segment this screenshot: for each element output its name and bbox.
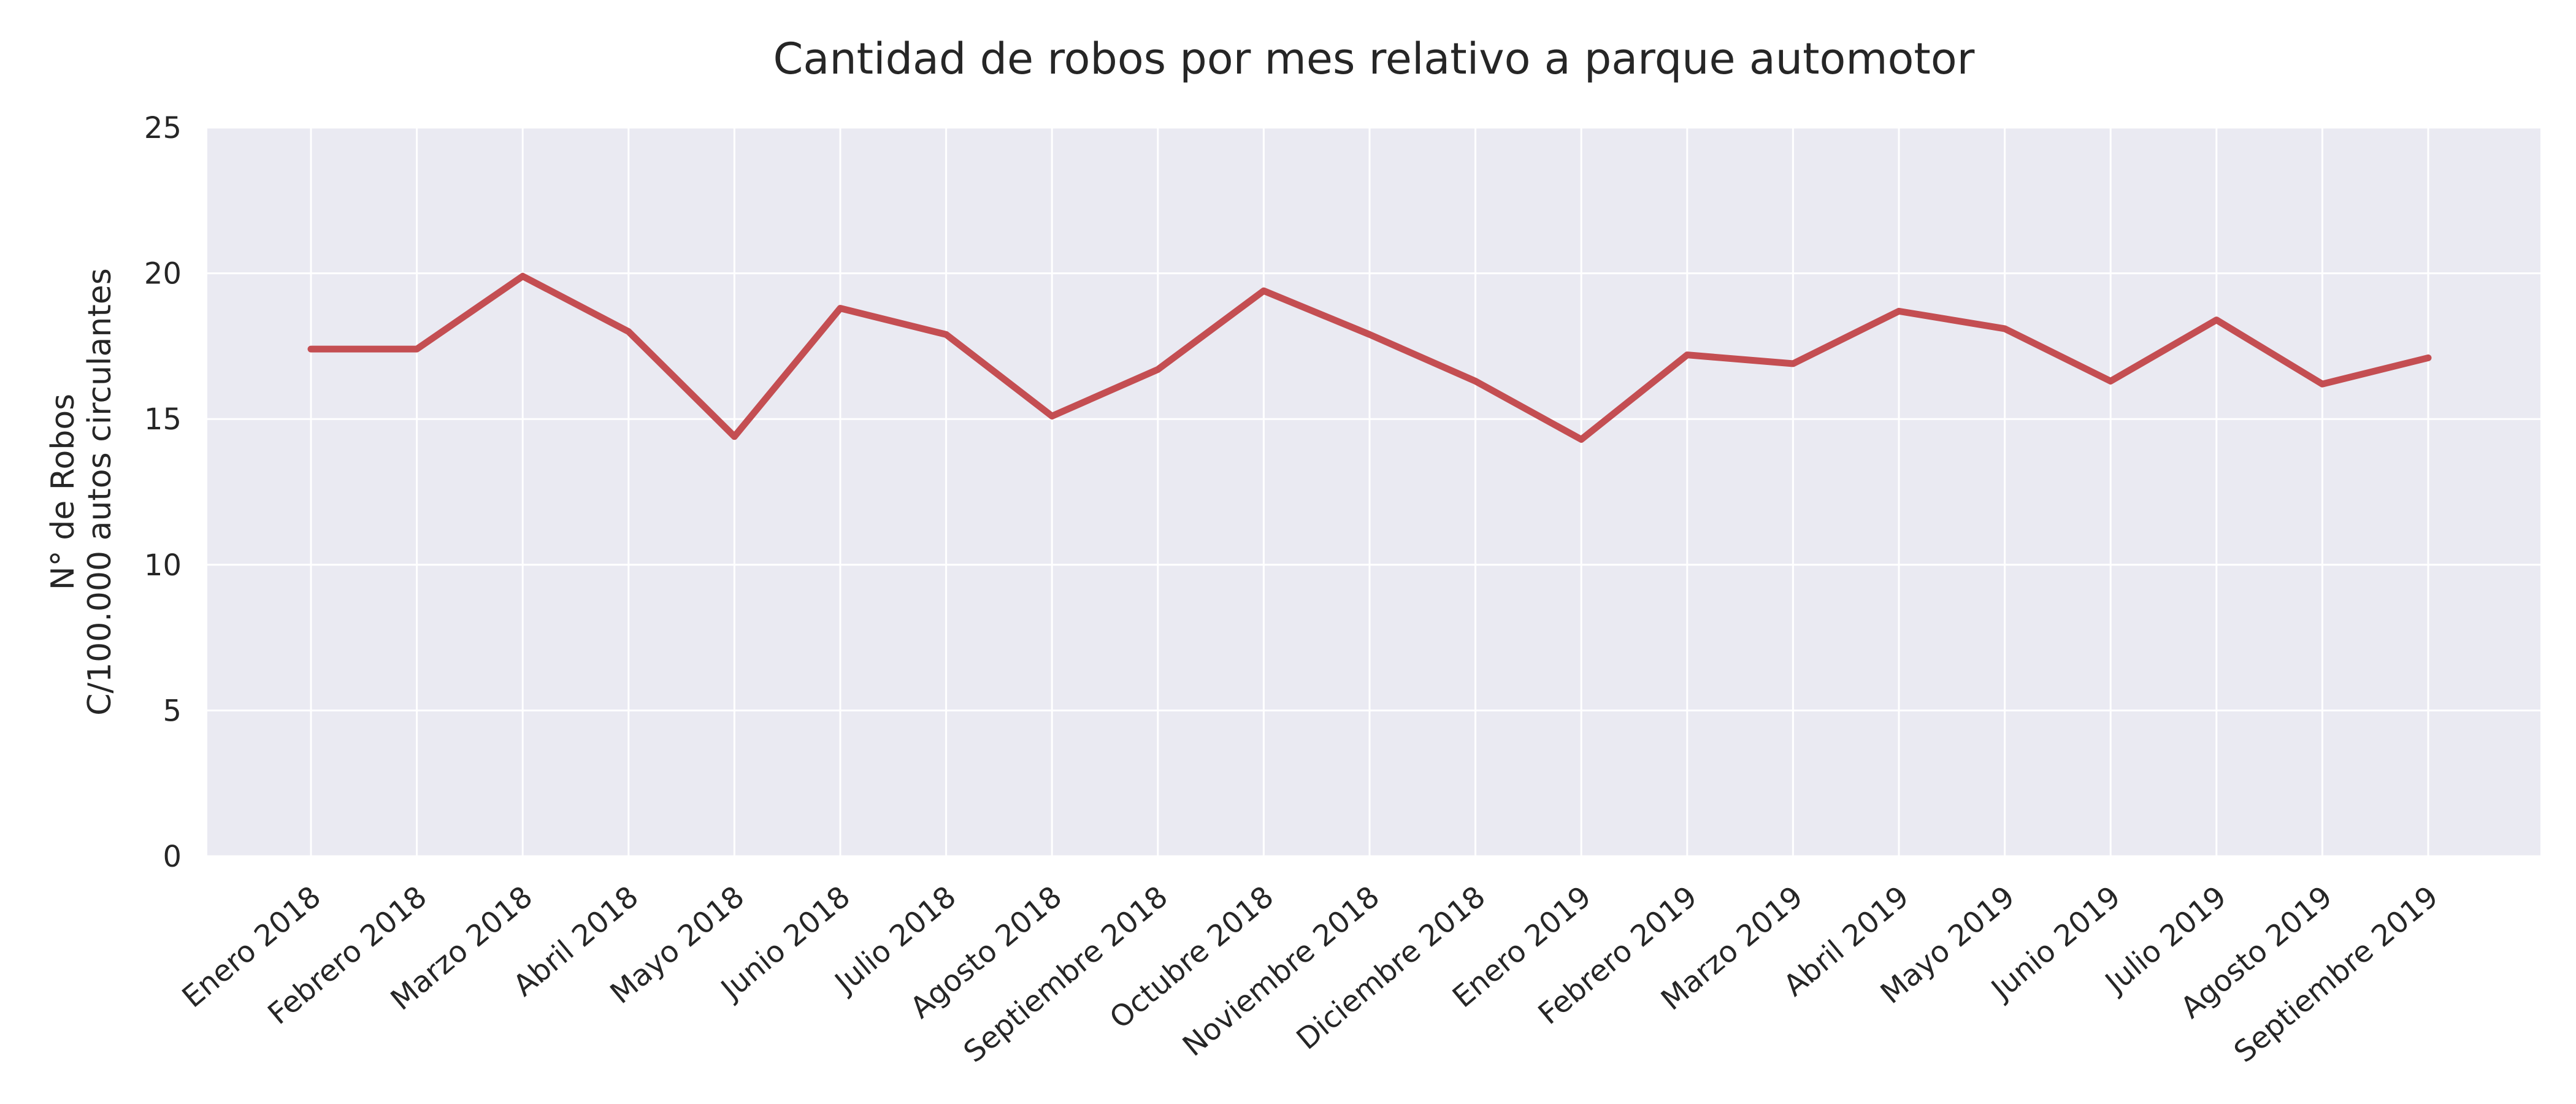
chart-title: Cantidad de robos por mes relativo a par… <box>773 34 1975 84</box>
y-axis-label-line-2: C/100.000 autos circulantes <box>82 268 118 716</box>
y-tick-label: 10 <box>144 548 182 583</box>
grid-lines <box>207 126 2540 857</box>
x-tick-label: Noviembre 2018 <box>1176 880 1386 1064</box>
y-tick-labels: 0 5 10 15 20 25 <box>144 111 182 874</box>
y-tick-label: 5 <box>163 694 182 728</box>
y-tick-label: 0 <box>163 840 182 874</box>
y-tick-label: 25 <box>144 111 182 145</box>
y-axis-label: N° de Robos C/100.000 autos circulantes <box>45 268 118 716</box>
plot-background <box>207 128 2540 856</box>
series-line <box>307 272 2432 443</box>
y-tick-label: 15 <box>144 402 182 437</box>
y-axis-label-line-1: N° de Robos <box>45 394 82 590</box>
y-tick-label: 20 <box>144 257 182 291</box>
x-tick-label: Diciembre 2018 <box>1290 880 1492 1057</box>
